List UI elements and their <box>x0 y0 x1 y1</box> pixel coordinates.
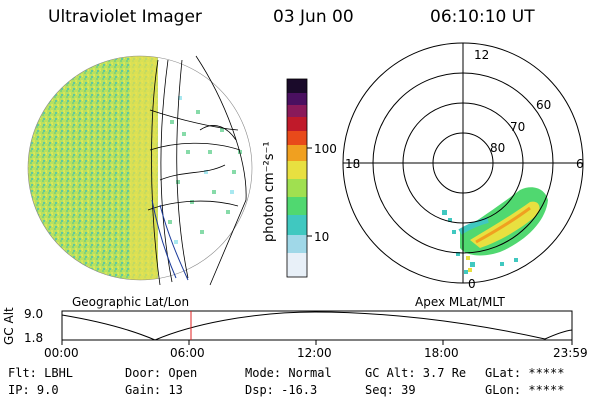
mlt-label-6: 6 <box>576 157 584 171</box>
earth-limb <box>27 55 253 281</box>
gc-alt-label: GC Alt: 3.7 Re <box>365 366 467 380</box>
time-label: 06:10:10 UT <box>430 7 535 27</box>
lat-label-80: 80 <box>490 141 506 155</box>
time-tick-1800: 18:00 <box>424 346 459 360</box>
ip-label: IP: 9.0 <box>8 383 59 397</box>
mlt-label-18: 18 <box>345 157 361 171</box>
glat-label: GLat: ***** <box>485 366 565 380</box>
mlt-label-12: 12 <box>474 48 490 62</box>
time-tick-0600: 06:00 <box>170 346 205 360</box>
glon-label: GLon: ***** <box>485 383 565 397</box>
altitude-ytick-low: 1.8 <box>24 331 44 345</box>
altitude-ytick-high: 9.0 <box>24 307 44 321</box>
altitude-ylabel: GC Alt <box>2 307 16 345</box>
date-label: 03 Jun 00 <box>273 7 354 27</box>
auroral-oval <box>442 187 548 274</box>
time-tick-2359: 23:59 <box>553 346 588 360</box>
colorbar-tick-10: 10 <box>314 230 330 244</box>
seq-label: Seq: 39 <box>365 383 416 397</box>
colorbar-tick-100: 100 <box>314 142 337 156</box>
geographic-grid <box>147 55 247 286</box>
colorbar-unit-label: photon cm⁻²s⁻¹ <box>262 141 277 242</box>
door-label: Door: Open <box>125 366 198 380</box>
filter-label: Flt: LBHL <box>8 366 74 380</box>
mode-label: Mode: Normal <box>245 366 332 380</box>
earth-disk-image <box>28 56 252 280</box>
terminator-lines <box>151 199 189 281</box>
lat-label-70: 70 <box>510 120 526 134</box>
colorbar <box>286 78 312 278</box>
right-panel-caption: Apex MLat/MLT <box>415 295 505 309</box>
instrument-title: Ultraviolet Imager <box>48 7 202 27</box>
left-panel-caption: Geographic Lat/Lon <box>72 295 190 309</box>
time-tick-0000: 00:00 <box>44 346 79 360</box>
altitude-plot <box>61 310 573 345</box>
gain-label: Gain: 13 <box>125 383 183 397</box>
time-tick-1200: 12:00 <box>297 346 332 360</box>
dsp-label: Dsp: -16.3 <box>245 383 318 397</box>
mlt-label-0: 0 <box>468 277 476 291</box>
lat-label-60: 60 <box>536 98 552 112</box>
polar-plot <box>342 42 584 284</box>
